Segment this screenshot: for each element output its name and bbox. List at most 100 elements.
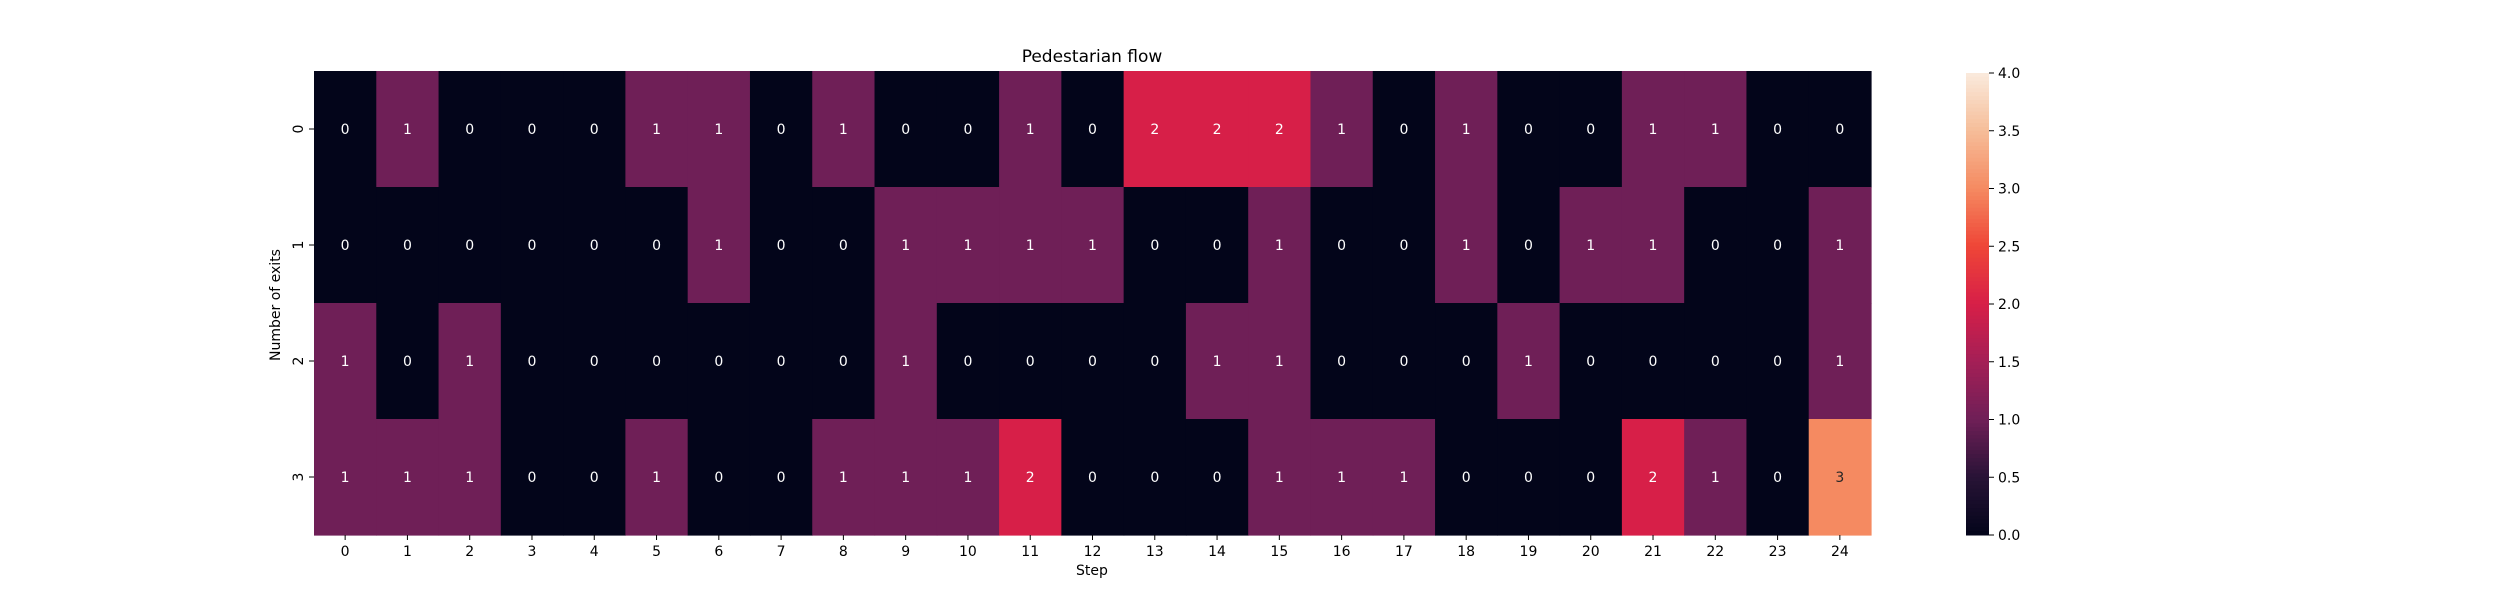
cell-value-label: 2 [1150, 122, 1159, 138]
heatmap-cell [1684, 419, 1748, 536]
heatmap-cell [1746, 303, 1810, 420]
colorbar-segment [1966, 257, 1989, 263]
heatmap-cell [1497, 419, 1561, 536]
colorbar-segment [1966, 465, 1989, 471]
heatmap-cell [1497, 187, 1561, 304]
cell-value-label: 0 [1213, 470, 1222, 486]
heatmap-cell [563, 419, 626, 536]
colorbar-tick-label: 3.0 [1998, 182, 2020, 198]
cell-value-label: 0 [1337, 238, 1346, 254]
heatmap-cell [1808, 187, 1872, 304]
heatmap-cell [1061, 187, 1125, 304]
heatmap-cell [1559, 71, 1623, 188]
heatmap-cell [812, 419, 876, 536]
heatmap-cell [812, 303, 876, 420]
heatmap-cell [999, 71, 1062, 188]
cell-value-label: 1 [963, 470, 972, 486]
colorbar-segment [1966, 496, 1989, 501]
colorbar-segment [1966, 215, 1989, 220]
cell-value-label: 3 [1835, 470, 1844, 486]
cell-value-label: 0 [1399, 122, 1408, 138]
heatmap-cell [1061, 71, 1125, 188]
colorbar-segment [1966, 311, 1989, 317]
x-tick-label: 8 [839, 544, 848, 560]
heatmap-cell [1684, 187, 1748, 304]
cell-value-label: 0 [528, 238, 537, 254]
colorbar-segment [1966, 330, 1989, 336]
colorbar-segment [1966, 192, 1989, 197]
heatmap-cell [1248, 419, 1312, 536]
heatmap-cell [438, 303, 502, 420]
colorbar-segment [1966, 458, 1989, 463]
colorbar-segment [1966, 234, 1989, 240]
colorbar-tick-label: 3.5 [1998, 124, 2020, 140]
cell-value-label: 2 [1213, 122, 1222, 138]
cell-value-label: 1 [714, 238, 723, 254]
heatmap-cell [1310, 419, 1374, 536]
x-tick-label: 18 [1457, 544, 1475, 560]
colorbar-segment [1966, 176, 1989, 182]
x-tick-label: 16 [1333, 544, 1351, 560]
colorbar-segment [1966, 415, 1989, 420]
cell-value-label: 1 [1275, 354, 1284, 370]
colorbar-segment [1966, 396, 1989, 401]
cell-value-label: 1 [341, 470, 350, 486]
colorbar-segment [1966, 481, 1989, 486]
x-tick-label: 11 [1021, 544, 1039, 560]
heatmap-cell [936, 187, 1000, 304]
colorbar-segment [1966, 423, 1989, 428]
colorbar-segment [1966, 173, 1989, 178]
cell-value-label: 1 [1835, 238, 1844, 254]
heatmap-cell [687, 303, 751, 420]
cell-value-label: 0 [590, 354, 599, 370]
colorbar-segment [1966, 361, 1989, 367]
cell-value-label: 1 [1275, 470, 1284, 486]
colorbar-segment [1966, 488, 1989, 494]
colorbar-segment [1966, 461, 1989, 467]
heatmap-cell [1435, 71, 1498, 188]
colorbar-segment [1966, 230, 1989, 236]
chart-title: Pedestarian flow [1022, 47, 1163, 67]
cell-value-label: 0 [528, 354, 537, 370]
cell-value-label: 0 [1462, 470, 1471, 486]
cell-value-label: 0 [1586, 354, 1595, 370]
heatmap-cell [1621, 303, 1685, 420]
heatmap-cell [874, 187, 938, 304]
colorbar-segment [1966, 250, 1989, 255]
colorbar-segment [1966, 111, 1989, 116]
colorbar-segment [1966, 119, 1989, 124]
heatmap-cell [1435, 303, 1498, 420]
cell-value-label: 1 [1088, 238, 1097, 254]
colorbar-segment [1966, 161, 1989, 166]
colorbar-segment [1966, 169, 1989, 174]
cell-value-label: 1 [403, 122, 412, 138]
cell-value-label: 0 [1586, 122, 1595, 138]
x-tick-label: 20 [1582, 544, 1600, 560]
heatmap-cell [1621, 419, 1685, 536]
colorbar-segment [1966, 327, 1989, 332]
colorbar-segment [1966, 323, 1989, 328]
cell-value-label: 1 [1586, 238, 1595, 254]
x-tick-label: 1 [403, 544, 412, 560]
colorbar-segment [1966, 123, 1989, 128]
cell-value-label: 0 [590, 238, 599, 254]
colorbar-segment [1966, 219, 1989, 224]
heatmap-cell [500, 187, 564, 304]
cell-value-label: 0 [465, 122, 474, 138]
x-tick-label: 3 [528, 544, 537, 560]
colorbar-segment [1966, 411, 1989, 417]
colorbar-segment [1966, 531, 1989, 536]
colorbar-segment [1966, 442, 1989, 447]
cell-value-label: 0 [714, 354, 723, 370]
x-tick-label: 17 [1395, 544, 1413, 560]
colorbar-segment [1966, 142, 1989, 147]
heatmap-cell [1372, 419, 1436, 536]
heatmap-cell [1185, 303, 1249, 420]
heatmap-cell [936, 303, 1000, 420]
heatmap-cell [1372, 303, 1436, 420]
colorbar-segment [1966, 338, 1989, 343]
heatmap-cell [749, 303, 813, 420]
colorbar-segment [1966, 392, 1989, 397]
